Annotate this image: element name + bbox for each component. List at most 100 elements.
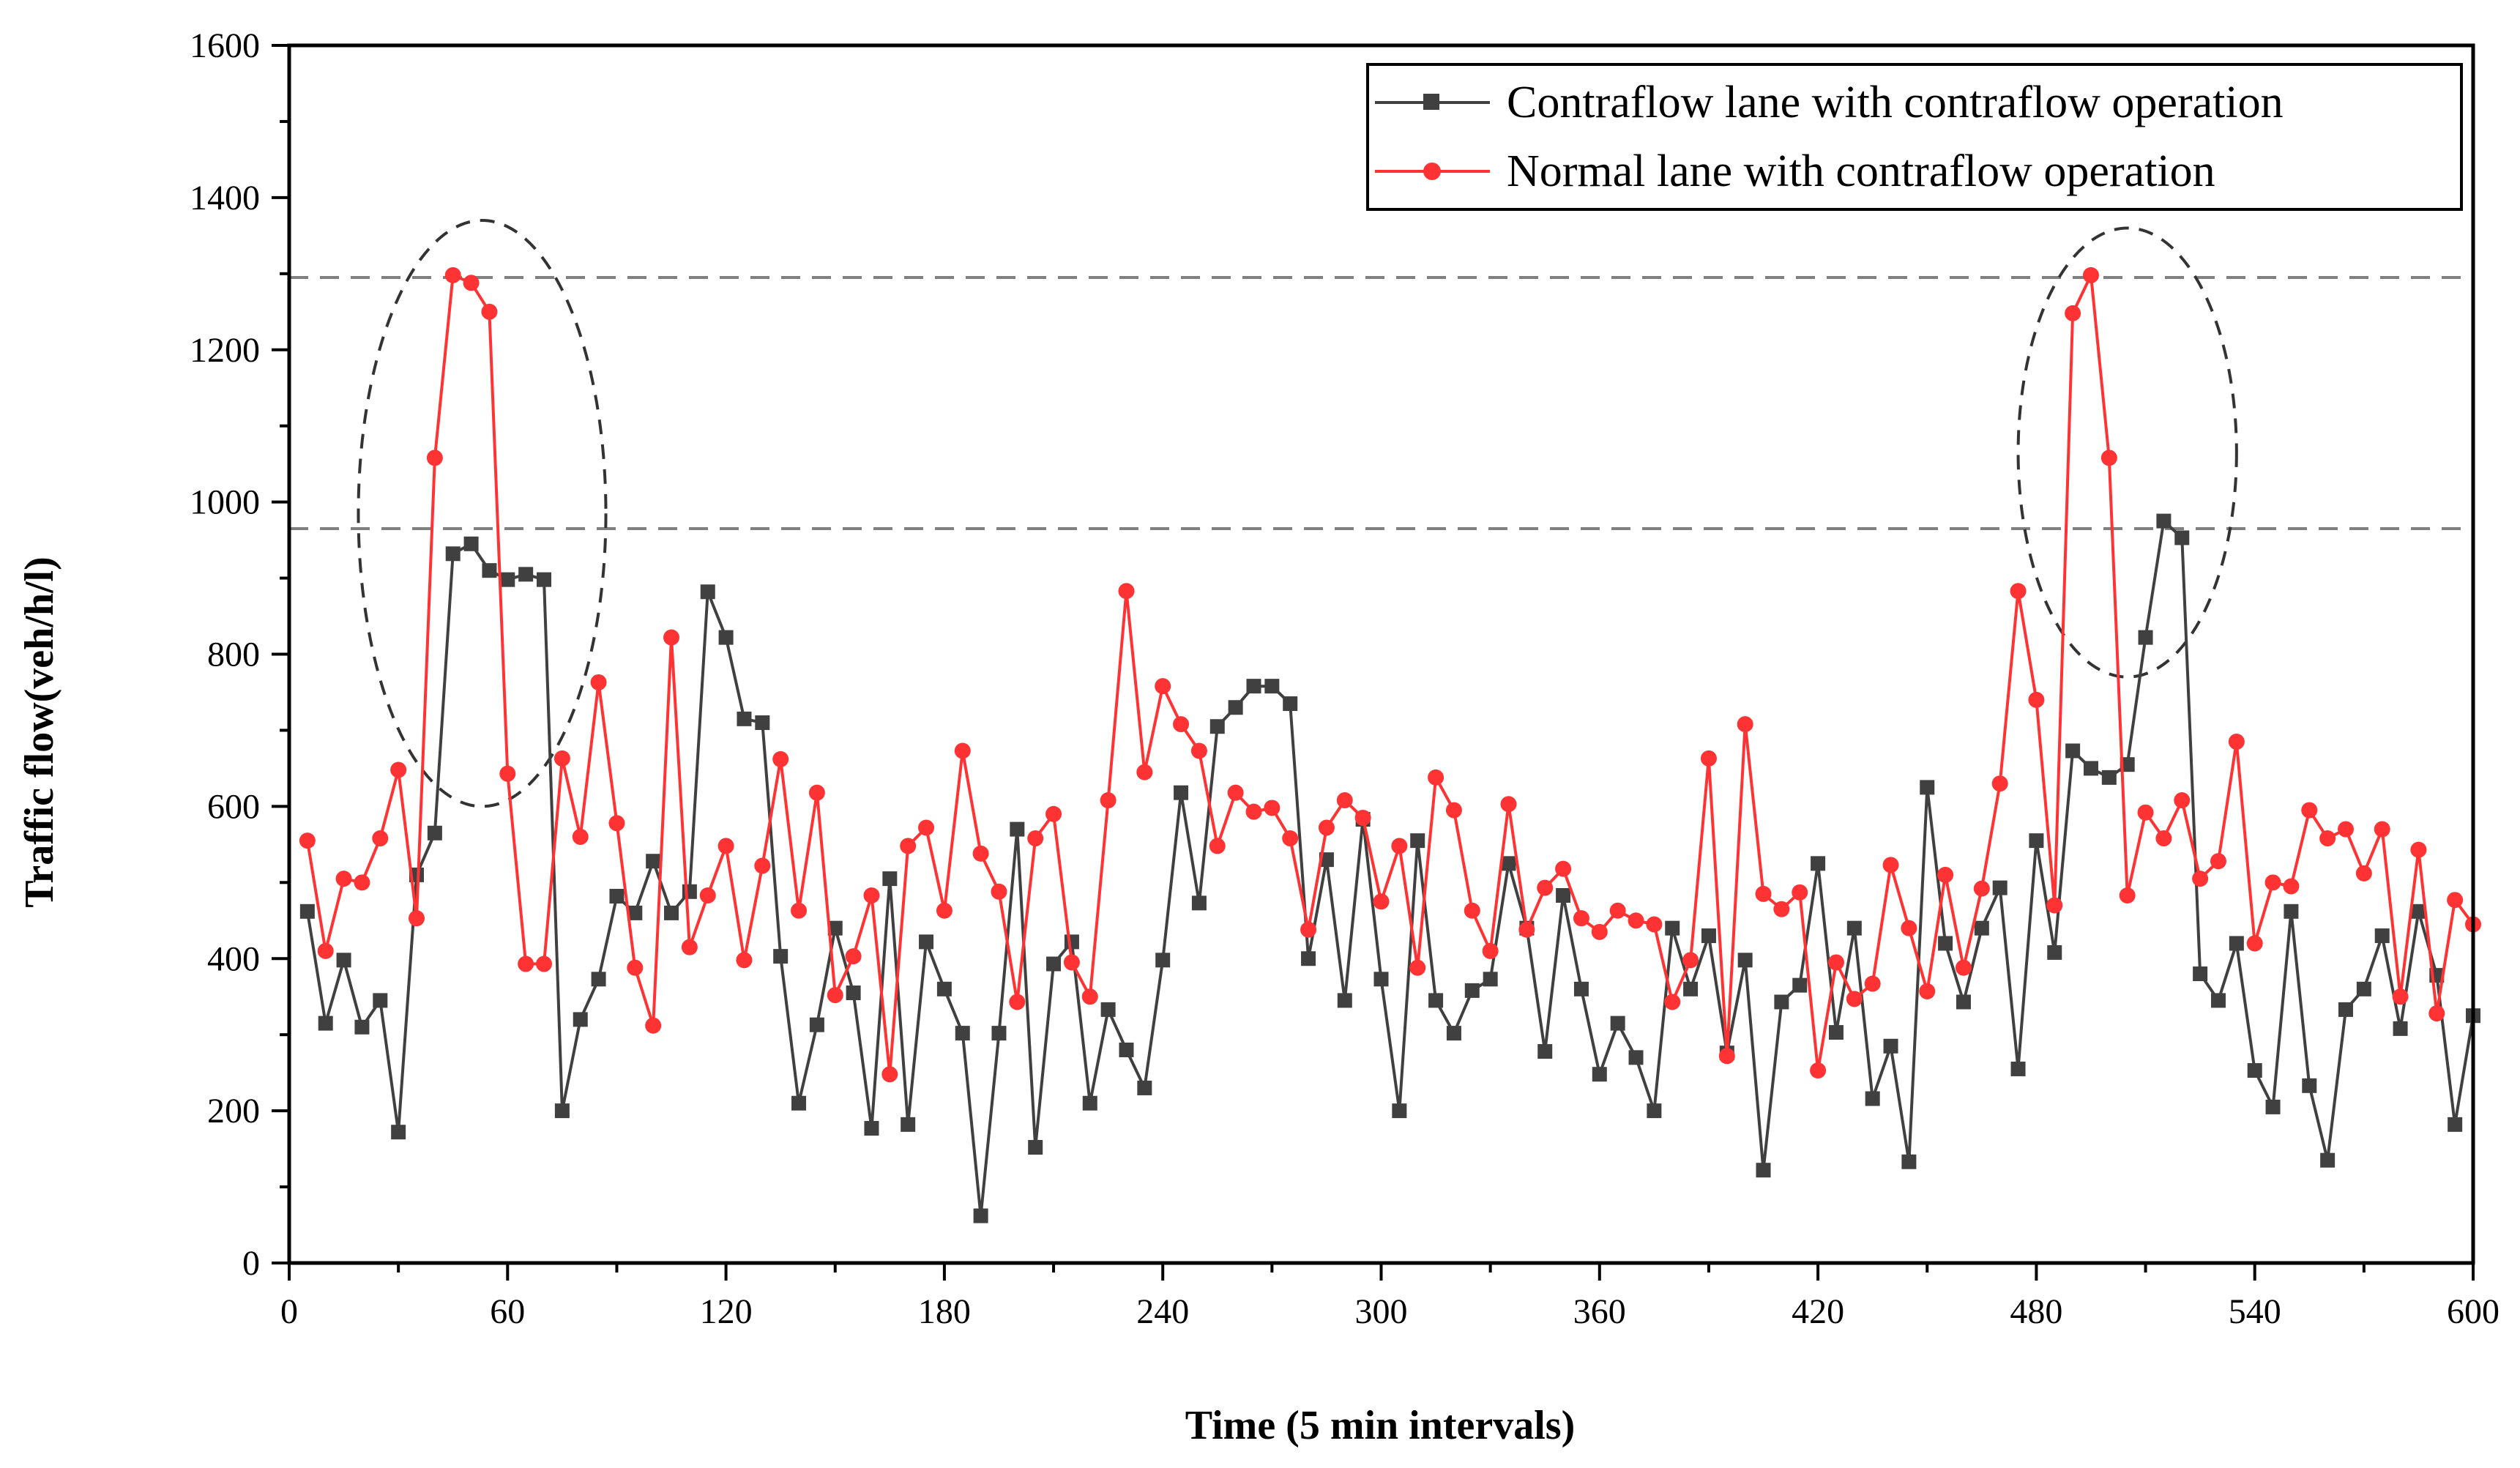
data-point-contraflow <box>2029 833 2044 849</box>
data-point-normal <box>1664 994 1681 1010</box>
data-point-contraflow <box>336 953 351 968</box>
data-point-contraflow <box>1846 920 1862 936</box>
data-point-normal <box>409 910 425 927</box>
highlight-ellipse-2 <box>2016 226 2238 679</box>
x-axis-title: Time (5 min intervals) <box>1185 1403 1575 1448</box>
data-point-normal <box>1573 910 1589 927</box>
data-point-normal <box>1591 923 1608 940</box>
data-point-contraflow <box>1701 928 1716 944</box>
data-point-contraflow <box>500 572 515 587</box>
data-point-contraflow <box>1628 1050 1644 1065</box>
data-point-contraflow <box>1028 1140 1043 1155</box>
y-tick-label: 1200 <box>190 331 260 370</box>
data-point-contraflow <box>2393 1021 2408 1036</box>
plot-frame <box>287 43 2475 1265</box>
data-point-contraflow <box>1209 719 1225 734</box>
data-point-normal <box>2119 887 2136 903</box>
y-tick-label: 1400 <box>190 179 260 217</box>
data-point-normal <box>2046 897 2063 914</box>
y-tick-label: 800 <box>207 636 260 674</box>
data-point-contraflow <box>1992 880 2008 895</box>
data-point-contraflow <box>1483 972 1498 987</box>
data-point-contraflow <box>1792 977 1808 993</box>
data-point-normal <box>1282 830 1299 847</box>
x-tick-label: 360 <box>1573 1292 1626 1331</box>
data-point-contraflow <box>554 1103 570 1119</box>
data-point-normal <box>845 948 862 965</box>
data-point-normal <box>1864 975 1881 992</box>
data-point-normal <box>2447 892 2464 909</box>
data-point-contraflow <box>973 1208 988 1223</box>
data-point-contraflow <box>1501 856 1516 871</box>
data-point-normal <box>426 450 443 466</box>
series-line-normal <box>305 273 2475 1076</box>
data-point-contraflow <box>1573 981 1589 996</box>
data-point-contraflow <box>2156 513 2172 529</box>
data-point-contraflow <box>2210 993 2226 1008</box>
data-point-normal <box>772 750 789 767</box>
legend-label-normal: Normal lane with contraflow operation <box>1507 146 2215 196</box>
data-point-normal <box>827 987 843 1004</box>
data-point-contraflow <box>537 572 552 587</box>
x-tick-label: 240 <box>1136 1292 1189 1331</box>
data-point-normal <box>499 765 516 782</box>
data-point-contraflow <box>482 563 497 578</box>
data-point-contraflow <box>1392 1103 1407 1119</box>
data-point-normal <box>1354 809 1371 826</box>
data-point-normal <box>2028 691 2045 708</box>
data-point-contraflow <box>718 630 734 645</box>
data-point-contraflow <box>1665 920 1680 936</box>
data-point-normal <box>1846 991 1863 1007</box>
data-point-contraflow <box>682 884 697 899</box>
data-point-normal <box>1518 921 1535 938</box>
data-point-normal <box>954 742 971 759</box>
data-point-contraflow <box>518 567 534 582</box>
tick-labels: 0 60 120 180 240 300 360 420 480 540 600 0 200 400 600… <box>190 26 2500 1331</box>
data-point-contraflow <box>1811 856 1826 871</box>
data-point-normal <box>1555 860 1572 877</box>
data-point-normal <box>1373 893 1390 910</box>
data-point-contraflow <box>1264 679 1280 694</box>
data-point-normal <box>991 883 1007 900</box>
data-point-normal <box>1991 775 2008 792</box>
data-point-contraflow <box>2448 1117 2463 1132</box>
data-point-contraflow <box>2265 1099 2281 1114</box>
data-point-normal <box>481 303 498 320</box>
data-point-normal <box>390 761 407 778</box>
legend-marker-normal <box>1423 163 1441 180</box>
data-point-contraflow <box>1428 993 1444 1008</box>
data-point-contraflow <box>1155 953 1171 968</box>
x-tick-label: 300 <box>1355 1292 1408 1331</box>
data-point-contraflow <box>1046 956 1062 972</box>
data-point-contraflow <box>919 934 934 950</box>
data-point-contraflow <box>2247 1063 2262 1078</box>
data-point-normal <box>1173 716 1190 733</box>
data-point-normal <box>1027 830 1044 847</box>
data-point-contraflow <box>955 1026 970 1041</box>
data-point-normal <box>317 942 334 959</box>
data-point-normal <box>1081 988 1098 1005</box>
data-point-normal <box>536 955 553 972</box>
data-point-normal <box>1973 880 1990 897</box>
data-point-contraflow <box>354 1019 370 1035</box>
data-point-normal <box>863 887 880 903</box>
x-tick-label: 120 <box>700 1292 753 1331</box>
data-point-contraflow <box>1737 953 1753 968</box>
x-tick-label: 180 <box>918 1292 971 1331</box>
data-point-normal <box>1391 838 1408 854</box>
data-point-normal <box>2319 830 2336 847</box>
data-point-normal <box>1009 994 1026 1010</box>
data-point-normal <box>2337 821 2354 838</box>
data-point-contraflow <box>1191 895 1207 911</box>
data-point-normal <box>736 952 753 969</box>
data-point-normal <box>1464 902 1480 919</box>
data-point-contraflow <box>646 854 661 869</box>
data-point-contraflow <box>1082 1095 1097 1111</box>
data-point-contraflow <box>991 1026 1007 1041</box>
data-point-normal <box>372 830 389 847</box>
data-point-contraflow <box>1537 1044 1553 1059</box>
data-point-normal <box>1300 921 1317 938</box>
data-point-contraflow <box>1901 1154 1917 1169</box>
data-point-contraflow <box>1283 696 1298 712</box>
